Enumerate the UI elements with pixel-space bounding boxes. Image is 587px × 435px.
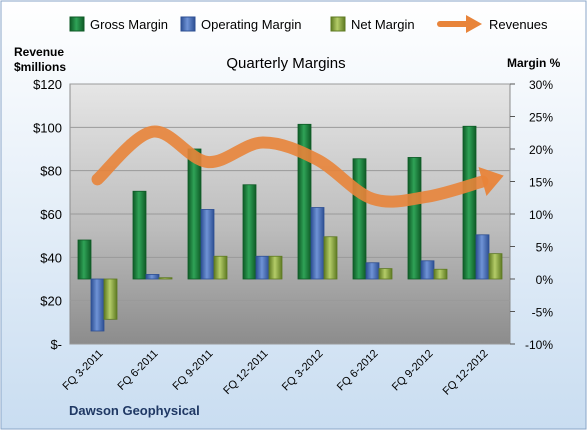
right-tick-label: 25% xyxy=(529,111,553,125)
right-tick-label: 5% xyxy=(536,241,554,255)
legend-label-revenues: Revenues xyxy=(489,17,548,32)
left-axis-label-line1: Revenue xyxy=(14,45,64,59)
legend-label-operating-margin: Operating Margin xyxy=(201,17,301,32)
gross-margin-bar xyxy=(77,239,92,280)
operating-margin-bar xyxy=(90,278,105,332)
right-tick-label: 15% xyxy=(529,176,553,190)
operating-margin-bar xyxy=(200,209,215,280)
net-margin-bar xyxy=(378,268,393,280)
legend: Gross Margin Operating Margin Net Margin… xyxy=(69,15,548,33)
right-tick-label: 10% xyxy=(529,208,553,222)
legend-swatch-net-margin xyxy=(330,16,346,32)
gross-margin-bar xyxy=(242,184,257,280)
left-tick-label: $120 xyxy=(33,77,62,92)
chart-title: Quarterly Margins xyxy=(226,55,345,72)
gross-margin-bar xyxy=(297,123,312,280)
left-tick-label: $80 xyxy=(40,164,62,179)
legend-swatch-gross-margin xyxy=(69,16,85,32)
gross-margin-bar xyxy=(462,125,477,280)
right-axis-label: Margin % xyxy=(507,56,561,70)
left-axis-ticks: $- $20 $40 $60 $80 $100 $120 xyxy=(33,77,62,352)
gross-margin-bar xyxy=(407,157,422,280)
revenue-arrowhead xyxy=(478,167,504,196)
net-margin-bar xyxy=(213,255,228,280)
left-tick-label: $60 xyxy=(40,207,62,222)
right-tick-label: -5% xyxy=(532,306,554,320)
right-tick-label: 0% xyxy=(536,273,554,287)
net-margin-bar xyxy=(433,268,448,280)
operating-margin-bar xyxy=(475,234,490,280)
legend-label-net-margin: Net Margin xyxy=(351,17,415,32)
gross-margin-bar xyxy=(187,148,202,280)
left-tick-label: $40 xyxy=(40,250,62,265)
right-tick-label: 20% xyxy=(529,143,553,157)
left-tick-label: $20 xyxy=(40,294,62,309)
legend-label-gross-margin: Gross Margin xyxy=(90,17,168,32)
right-tick-label: -10% xyxy=(525,338,553,352)
legend-swatch-revenues xyxy=(437,15,482,33)
left-tick-label: $100 xyxy=(33,120,62,135)
gridlines xyxy=(70,83,510,345)
operating-margin-bar xyxy=(310,207,325,280)
left-tick-label: $- xyxy=(50,337,62,352)
operating-margin-bar xyxy=(365,262,380,280)
left-axis-label-line2: $millions xyxy=(14,60,66,74)
right-tick-label: 30% xyxy=(529,78,553,92)
operating-margin-bar xyxy=(420,260,435,280)
right-axis-ticks: -10% -5% 0% 5% 10% 15% 20% 25% 30% xyxy=(510,78,553,352)
net-margin-bar xyxy=(103,278,118,320)
revenue-line-layer xyxy=(91,125,504,208)
net-margin-bar xyxy=(158,277,173,280)
net-margin-bar xyxy=(488,253,503,280)
net-margin-bar xyxy=(323,236,338,280)
operating-margin-bar xyxy=(255,255,270,280)
footer-company-name: Dawson Geophysical xyxy=(69,403,200,418)
gross-margin-bar xyxy=(352,158,367,280)
operating-margin-bar xyxy=(145,274,160,280)
gross-margin-bar xyxy=(132,190,147,280)
revenue-line xyxy=(91,125,489,208)
net-margin-bar xyxy=(268,255,283,280)
legend-swatch-operating-margin xyxy=(180,16,196,32)
